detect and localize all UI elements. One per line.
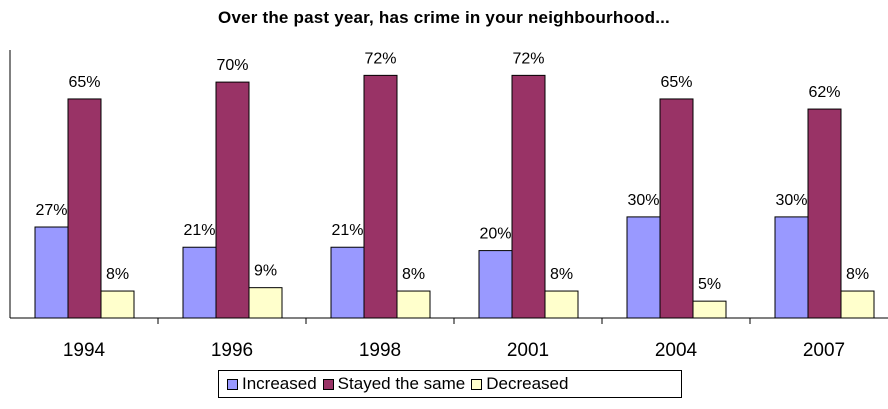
x-tick-label-2001: 2001 — [507, 340, 549, 361]
bar-increased-1994 — [34, 226, 69, 319]
bar-decreased-2004 — [692, 300, 727, 319]
data-label-stayed-the-same-1998: 72% — [364, 50, 396, 67]
legend-swatch-stayed-the-same — [322, 378, 334, 390]
data-label-decreased-1996: 9% — [254, 263, 277, 280]
bar-stayed-the-same-1996 — [215, 81, 250, 319]
legend-label-increased: Increased — [242, 374, 317, 393]
bar-increased-1998 — [330, 246, 365, 319]
bar-decreased-2001 — [544, 290, 579, 319]
data-label-decreased-2001: 8% — [550, 266, 573, 283]
data-label-increased-1996: 21% — [183, 222, 215, 239]
legend-item-stayed-the-same: Stayed the same — [322, 374, 466, 394]
data-label-stayed-the-same-1996: 70% — [216, 57, 248, 74]
bar-increased-2004 — [626, 216, 661, 319]
data-label-decreased-2007: 8% — [846, 266, 869, 283]
data-label-decreased-1994: 8% — [106, 266, 129, 283]
bar-stayed-the-same-1994 — [67, 98, 102, 319]
bar-decreased-1994 — [100, 290, 135, 319]
data-label-increased-2001: 20% — [479, 226, 511, 243]
data-label-increased-1998: 21% — [331, 222, 363, 239]
data-label-decreased-2004: 5% — [698, 276, 721, 293]
data-label-increased-2007: 30% — [775, 192, 807, 209]
data-label-stayed-the-same-2004: 65% — [660, 74, 692, 91]
x-tick-label-1994: 1994 — [63, 340, 106, 361]
bar-decreased-1996 — [248, 287, 283, 319]
x-tick-label-1996: 1996 — [211, 340, 253, 361]
bar-increased-1996 — [182, 246, 217, 319]
bar-stayed-the-same-1998 — [363, 74, 398, 319]
legend-swatch-decreased — [471, 378, 483, 390]
bar-stayed-the-same-2001 — [511, 74, 546, 319]
data-label-stayed-the-same-2001: 72% — [512, 50, 544, 67]
bar-stayed-the-same-2007 — [807, 108, 842, 319]
data-label-increased-2004: 30% — [627, 192, 659, 209]
legend-item-increased: Increased — [227, 374, 317, 394]
legend-item-decreased: Decreased — [471, 374, 568, 394]
bar-increased-2001 — [478, 250, 513, 319]
bar-stayed-the-same-2004 — [659, 98, 694, 319]
data-label-increased-1994: 27% — [35, 202, 67, 219]
x-tick-label-1998: 1998 — [359, 340, 401, 361]
bar-decreased-1998 — [396, 290, 431, 319]
legend-label-decreased: Decreased — [486, 374, 569, 393]
x-tick-label-2004: 2004 — [655, 340, 698, 361]
chart-title: Over the past year, has crime in your ne… — [218, 8, 670, 27]
bar-increased-2007 — [774, 216, 809, 319]
x-tick-label-2007: 2007 — [803, 340, 845, 361]
legend-label-stayed-the-same: Stayed the same — [337, 374, 466, 393]
data-label-stayed-the-same-1994: 65% — [68, 74, 100, 91]
data-label-decreased-1998: 8% — [402, 266, 425, 283]
legend-swatch-increased — [227, 378, 238, 390]
legend: Increased Stayed the same Decreased — [218, 370, 682, 398]
bar-decreased-2007 — [840, 290, 875, 319]
data-label-stayed-the-same-2007: 62% — [808, 84, 840, 101]
